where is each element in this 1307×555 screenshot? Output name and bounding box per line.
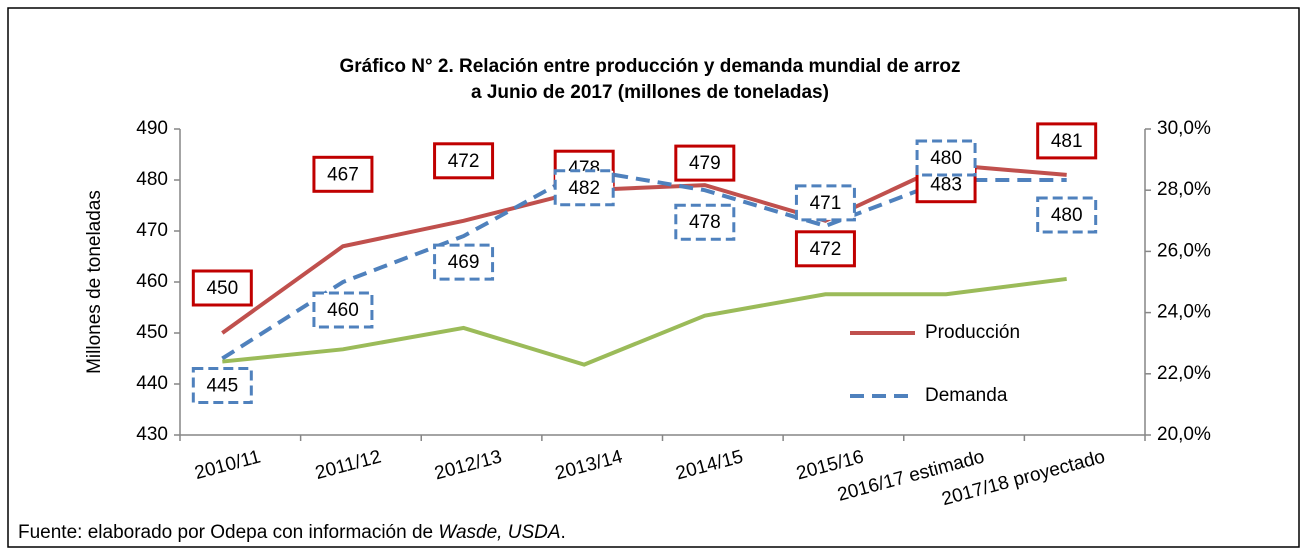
y-tick-label: 480 — [136, 169, 168, 190]
value-label: 478 — [689, 212, 721, 233]
y2-tick-label: 30,0% — [1157, 118, 1211, 139]
x-tick-label: 2010/11 — [192, 446, 262, 484]
y-axis-label: Millones de toneladas — [84, 190, 105, 374]
value-label: 450 — [206, 278, 238, 299]
value-label: 471 — [810, 193, 842, 214]
y-tick-label: 430 — [136, 424, 168, 445]
chart-title: Gráfico N° 2. Relación entre producción … — [339, 56, 960, 77]
value-label: 469 — [448, 252, 480, 273]
value-label-box — [1036, 196, 1098, 234]
series-line — [221, 167, 1067, 361]
value-label-box — [433, 142, 495, 180]
value-label-box — [674, 203, 736, 241]
value-label-box — [794, 230, 856, 268]
value-label: 480 — [1051, 205, 1083, 226]
value-label: 472 — [810, 239, 842, 260]
x-tick-label: 2011/12 — [313, 446, 383, 484]
y2-tick-label: 28,0% — [1157, 179, 1211, 200]
y2-tick-label: 22,0% — [1157, 363, 1211, 384]
value-label-box — [191, 269, 253, 307]
x-tick-label: 2014/15 — [674, 446, 746, 484]
y-tick-label: 460 — [136, 271, 168, 292]
value-label-box — [553, 169, 615, 207]
source: Fuente: elaborado por Odepa con informac… — [18, 522, 566, 543]
value-label-box — [312, 291, 374, 329]
value-label: 445 — [206, 376, 238, 397]
value-label: 482 — [568, 178, 600, 199]
y2-tick-label: 24,0% — [1157, 302, 1211, 323]
value-label-box — [1036, 122, 1098, 160]
x-tick-label: 2015/16 — [794, 446, 866, 484]
value-label-box — [674, 144, 736, 182]
value-label: 467 — [327, 164, 359, 185]
y2-tick-label: 26,0% — [1157, 240, 1211, 261]
value-label-box — [191, 367, 253, 404]
value-label-box — [433, 243, 495, 281]
y-tick-label: 440 — [136, 373, 168, 394]
series-line — [222, 276, 1067, 367]
value-label-box — [794, 184, 856, 222]
y2-tick-label: 20,0% — [1157, 424, 1211, 445]
value-label-box — [312, 155, 374, 193]
x-tick-label: 2012/13 — [432, 446, 504, 484]
value-label: 472 — [448, 151, 480, 172]
value-label: 460 — [327, 300, 359, 321]
value-label: 480 — [930, 148, 962, 169]
legend-label: Demanda — [925, 385, 1008, 406]
value-label-box — [915, 139, 977, 177]
value-label: 481 — [1051, 131, 1083, 152]
legend-label: Producción — [925, 322, 1020, 343]
chart-border — [7, 7, 1300, 548]
y-tick-label: 470 — [136, 220, 168, 241]
source-end: . — [561, 522, 566, 543]
value-label: 483 — [930, 175, 962, 196]
y-tick-label: 450 — [136, 322, 168, 343]
x-tick-label: 2013/14 — [553, 446, 625, 484]
chart-title: a Junio de 2017 (millones de toneladas) — [471, 82, 829, 103]
y-tick-label: 490 — [136, 118, 168, 139]
source-text: Fuente: elaborado por Odepa con informac… — [18, 522, 438, 543]
value-label: 479 — [689, 153, 721, 174]
source-italic: Wasde, USDA — [438, 522, 560, 543]
